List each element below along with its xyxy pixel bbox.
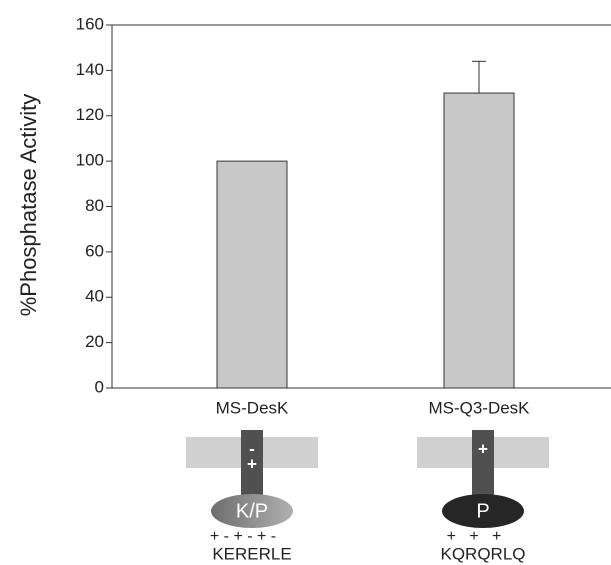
y-axis-label: %Phosphatase Activity [16,94,41,317]
y-tick-label: 120 [76,105,104,124]
y-tick-label: 80 [85,196,104,215]
chart: %Phosphatase Activity 0 20 40 60 80 100 120 140… [0,0,611,565]
y-tick-label: 0 [95,377,104,396]
y-tick-label: 140 [76,60,104,79]
charge-pattern: + + + [447,528,502,545]
charge-sign: + [478,439,488,458]
bar [217,161,287,388]
charge-pattern: + - + - + - [210,528,276,545]
charge-sign: + [247,454,257,473]
domain-label: K/P [236,500,268,522]
y-tick-label: 100 [76,151,104,170]
domain-label: P [476,500,489,522]
sequence: KQRQRLQ [440,544,525,563]
y-tick-label: 60 [85,241,104,260]
sequence: KERERLE [212,544,291,563]
y-tick-label: 20 [85,332,104,351]
bar [444,93,514,388]
x-tick-label: MS-Q3-DesK [428,398,530,417]
x-tick-label: MS-DesK [216,398,289,417]
y-tick-label: 160 [76,14,104,33]
y-tick-label: 40 [85,287,104,306]
